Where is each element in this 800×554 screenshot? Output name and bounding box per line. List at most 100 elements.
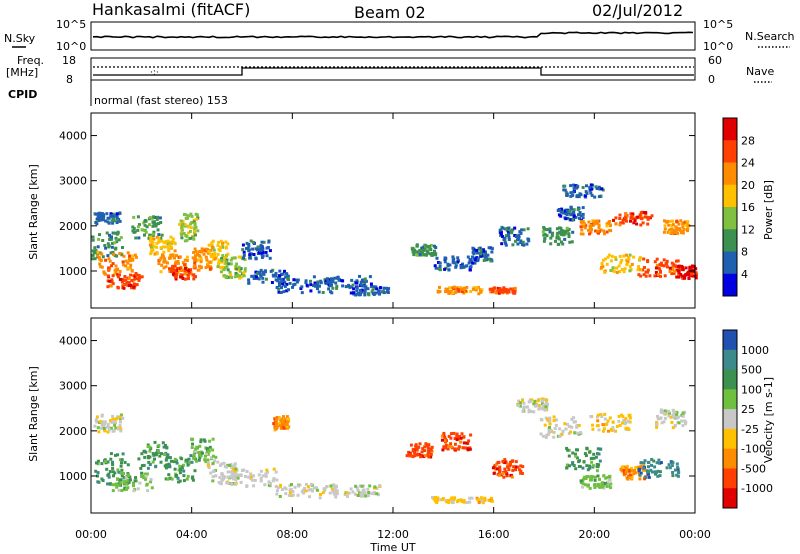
power-cell xyxy=(127,266,131,270)
velocity-cell xyxy=(579,481,583,484)
velocity-cell xyxy=(527,410,531,414)
power-cell xyxy=(335,286,339,290)
velocity-cell xyxy=(450,432,453,436)
velocity-cell xyxy=(154,451,158,455)
velocity-cell xyxy=(519,471,523,475)
power-cell xyxy=(130,269,134,273)
power-cell xyxy=(494,291,498,295)
power-cell xyxy=(639,274,643,278)
power-cell xyxy=(173,261,177,265)
velocity-cell xyxy=(233,463,237,467)
power-cell xyxy=(465,285,469,289)
xtick-label: 08:00 xyxy=(276,528,308,541)
velocity-cell xyxy=(94,469,98,473)
power-cell xyxy=(681,225,685,229)
velocity-cell xyxy=(591,427,595,431)
power-cell xyxy=(667,223,671,227)
velocity-cell xyxy=(113,471,117,475)
velocity-cell xyxy=(121,452,125,456)
power-cell xyxy=(618,254,622,258)
power-cell xyxy=(521,240,525,244)
power-cell xyxy=(223,274,227,278)
velocity-colorbar-tick: 100 xyxy=(741,383,762,396)
power-cell xyxy=(490,247,494,251)
power-cell xyxy=(194,225,198,229)
power-cell xyxy=(184,266,187,270)
power-cell xyxy=(292,278,296,282)
velocity-cell xyxy=(202,438,206,442)
power-cell xyxy=(169,235,173,239)
power-cell xyxy=(242,250,246,254)
power-cell xyxy=(126,251,130,255)
velocity-cell xyxy=(596,413,600,417)
power-cell xyxy=(506,226,510,230)
velocity-cell xyxy=(533,399,537,403)
velocity-cell xyxy=(581,479,585,483)
velocity-cell xyxy=(546,418,550,422)
power-cell xyxy=(113,268,117,272)
power-cell xyxy=(341,284,345,288)
velocity-cell xyxy=(112,474,115,478)
power-cell xyxy=(242,253,246,257)
power-cell xyxy=(171,237,175,241)
velocity-cell xyxy=(565,466,569,470)
velocity-cell xyxy=(495,462,499,466)
power-cell xyxy=(195,217,199,221)
velocity-cell xyxy=(177,468,181,472)
velocity-cell xyxy=(469,433,473,437)
velocity-cell xyxy=(537,404,541,407)
power-cell xyxy=(687,224,691,227)
velocity-cell xyxy=(593,486,597,489)
velocity-cell xyxy=(429,448,433,452)
power-cell xyxy=(678,227,681,231)
velocity-cell xyxy=(278,422,282,426)
freq-label: Freq. xyxy=(17,54,44,67)
power-cell xyxy=(471,261,475,265)
velocity-cell xyxy=(684,422,687,426)
power-colorbar-tick: 16 xyxy=(741,201,755,214)
velocity-cell xyxy=(517,399,520,403)
power-cell xyxy=(664,262,668,266)
freq-glitch-mark: ·:· xyxy=(150,68,159,78)
velocity-cell xyxy=(411,449,415,453)
velocity-cell xyxy=(267,483,271,487)
power-cell xyxy=(674,259,678,263)
velocity-cell xyxy=(571,451,575,455)
velocity-cell xyxy=(321,491,325,495)
power-cell xyxy=(451,260,455,264)
velocity-cell xyxy=(643,459,647,463)
velocity-cell xyxy=(293,485,297,489)
velocity-cell xyxy=(220,478,224,482)
velocity-cell xyxy=(239,474,243,477)
velocity-cell xyxy=(588,464,592,468)
power-cell xyxy=(520,228,524,232)
velocity-cell xyxy=(656,414,659,418)
power-cell xyxy=(176,260,180,263)
velocity-ytick-label: 2000 xyxy=(59,425,87,438)
power-cell xyxy=(110,280,114,284)
power-cell xyxy=(247,249,251,253)
power-cell xyxy=(261,280,265,284)
power-cell xyxy=(130,286,134,290)
power-cell xyxy=(249,239,253,243)
velocity-cell xyxy=(441,448,445,452)
velocity-cell xyxy=(600,415,604,418)
power-cell xyxy=(430,253,434,257)
power-cell xyxy=(605,224,609,228)
velocity-cell xyxy=(582,460,586,464)
velocity-cell xyxy=(211,461,215,465)
xtick-label: 00:00 xyxy=(679,528,711,541)
velocity-cell xyxy=(561,429,565,433)
power-cell xyxy=(196,268,200,272)
power-cell xyxy=(196,258,200,262)
velocity-cell xyxy=(675,473,679,477)
power-cell xyxy=(113,241,117,245)
velocity-cell xyxy=(319,493,322,496)
power-cell xyxy=(659,261,663,265)
power-cell xyxy=(424,244,428,248)
velocity-cell xyxy=(509,460,512,464)
power-cell xyxy=(304,281,308,284)
velocity-cell xyxy=(638,467,642,471)
power-cell xyxy=(217,262,220,266)
power-colorbar-segment xyxy=(723,251,737,275)
